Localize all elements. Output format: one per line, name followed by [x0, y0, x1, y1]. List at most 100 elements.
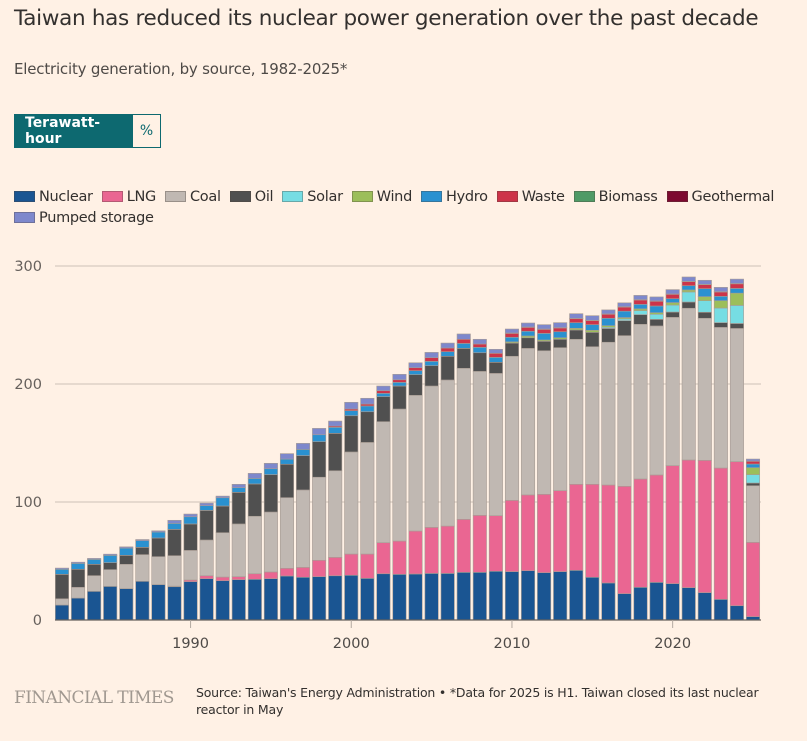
bar-segment-waste-2018	[633, 299, 648, 305]
bar-segment-wind-2022	[697, 296, 712, 301]
legend-label: Geothermal	[691, 188, 775, 205]
bar-segment-oil-1985	[103, 562, 118, 570]
legend-label: Oil	[254, 188, 274, 205]
bar-segment-pumped-storage-2025	[746, 458, 761, 462]
bar-segment-nuclear-1986	[119, 588, 134, 621]
bar-segment-coal-1992	[215, 532, 230, 578]
legend-item-biomass: Biomass	[573, 188, 658, 205]
bar-segment-nuclear-1997	[296, 576, 311, 621]
bar-segment-oil-1983	[71, 568, 86, 588]
bar-segment-coal-1983	[71, 587, 86, 599]
bar-segment-coal-2002	[376, 421, 391, 544]
bar-segment-waste-2015	[585, 320, 600, 325]
legend-swatch	[164, 191, 186, 202]
legend-label: LNG	[126, 188, 157, 205]
legend-item-nuclear: Nuclear	[14, 188, 93, 205]
bar-segment-oil-1991	[199, 510, 214, 541]
toggle-percent-button[interactable]: %	[133, 115, 160, 147]
legend-swatch	[496, 191, 518, 202]
bar-segment-oil-1984	[87, 564, 102, 576]
bar-segment-waste-2010	[504, 333, 519, 338]
bar-segment-oil-2003	[392, 385, 407, 410]
bar-segment-coal-2013	[553, 347, 568, 491]
bar-segment-nuclear-1983	[71, 597, 86, 621]
bar-segment-lng-1997	[296, 567, 311, 578]
legend-swatch	[101, 191, 123, 202]
bar-segment-oil-2015	[585, 332, 600, 348]
bar-segment-nuclear-1989	[167, 586, 182, 621]
bar-segment-nuclear-2004	[408, 573, 423, 621]
bar-segment-hydro-2015	[585, 324, 600, 331]
bar-segment-hydro-1998	[312, 434, 327, 443]
bar-segment-hydro-2002	[376, 393, 391, 397]
bar-segment-hydro-1995	[263, 468, 278, 475]
bar-segment-solar-2024	[729, 305, 744, 324]
bar-segment-hydro-1991	[199, 505, 214, 511]
bar-segment-solar-2020	[665, 304, 680, 313]
bar-segment-lng-2015	[585, 484, 600, 578]
bar-segment-pumped-storage-1985	[103, 553, 118, 556]
bar-segment-pumped-storage-1996	[279, 453, 294, 460]
bar-segment-pumped-storage-2022	[697, 279, 712, 285]
bar-segment-nuclear-1984	[87, 591, 102, 621]
x-tick-label: 1990	[172, 636, 209, 652]
bar-segment-solar-2023	[713, 307, 728, 323]
bar-segment-coal-2011	[521, 348, 536, 496]
bar-segment-nuclear-2003	[392, 574, 407, 621]
unit-toggle[interactable]: Terawatt-hour %	[14, 114, 161, 148]
bar-segment-waste-2012	[537, 329, 552, 334]
bar-segment-lng-2014	[569, 484, 584, 571]
bar-segment-pumped-storage-2023	[713, 287, 728, 292]
bar-segment-hydro-2022	[697, 288, 712, 297]
bar-segment-nuclear-1988	[151, 584, 166, 621]
bar-segment-oil-1996	[279, 463, 294, 498]
bar-segment-oil-2013	[553, 338, 568, 348]
toggle-terawatt-hour-button[interactable]: Terawatt-hour	[15, 115, 133, 147]
bar-segment-coal-1993	[231, 523, 246, 577]
bar-segment-coal-1987	[135, 554, 150, 582]
bar-segment-oil-2014	[569, 329, 584, 340]
bar-segment-coal-1990	[183, 550, 198, 581]
bar-segment-hydro-2021	[681, 285, 696, 291]
bar-segment-oil-2008	[472, 352, 487, 372]
bar-segment-coal-2022	[697, 317, 712, 461]
bar-segment-coal-1985	[103, 569, 118, 587]
bar-segment-hydro-1984	[87, 559, 102, 565]
bar-segment-hydro-2012	[537, 333, 552, 341]
legend-item-waste: Waste	[496, 188, 565, 205]
legend-label: Hydro	[445, 188, 488, 205]
bar-segment-waste-2024	[729, 283, 744, 289]
bar-segment-waste-2014	[569, 318, 584, 323]
bar-segment-pumped-storage-1998	[312, 428, 327, 436]
bar-segment-pumped-storage-2019	[649, 296, 664, 302]
bar-segment-lng-2006	[440, 525, 455, 574]
legend-swatch	[14, 191, 35, 202]
bar-segment-oil-2002	[376, 396, 391, 422]
bar-segment-nuclear-2012	[537, 572, 552, 621]
bar-segment-nuclear-1994	[247, 578, 262, 621]
bar-segment-waste-2005	[424, 357, 439, 362]
bar-segment-wind-2024	[729, 292, 744, 306]
bar-segment-solar-2022	[697, 300, 712, 313]
bar-segment-nuclear-1987	[135, 580, 150, 621]
bar-segment-oil-1982	[54, 574, 69, 600]
bar-segment-nuclear-1996	[279, 575, 294, 621]
bar-segment-hydro-1987	[135, 540, 150, 548]
bar-segment-lng-2011	[521, 494, 536, 571]
bar-segment-nuclear-1991	[199, 578, 214, 621]
bar-segment-waste-2006	[440, 347, 455, 352]
bar-segment-coal-2005	[424, 385, 439, 528]
bar-segment-coal-1996	[279, 497, 294, 569]
bar-segment-coal-2018	[633, 323, 648, 480]
bar-segment-hydro-2019	[649, 305, 664, 314]
bar-segment-hydro-1982	[54, 568, 69, 575]
bar-segment-nuclear-2020	[665, 583, 680, 621]
bar-segment-nuclear-1999	[328, 575, 343, 621]
bar-segment-lng-2025	[746, 542, 761, 617]
bar-segment-pumped-storage-2013	[553, 322, 568, 328]
bar-segment-hydro-2018	[633, 304, 648, 310]
bar-segment-lng-1996	[279, 568, 294, 577]
bar-segment-lng-2022	[697, 460, 712, 593]
bar-segment-pumped-storage-1988	[151, 530, 166, 533]
bar-segment-pumped-storage-1997	[296, 443, 311, 450]
